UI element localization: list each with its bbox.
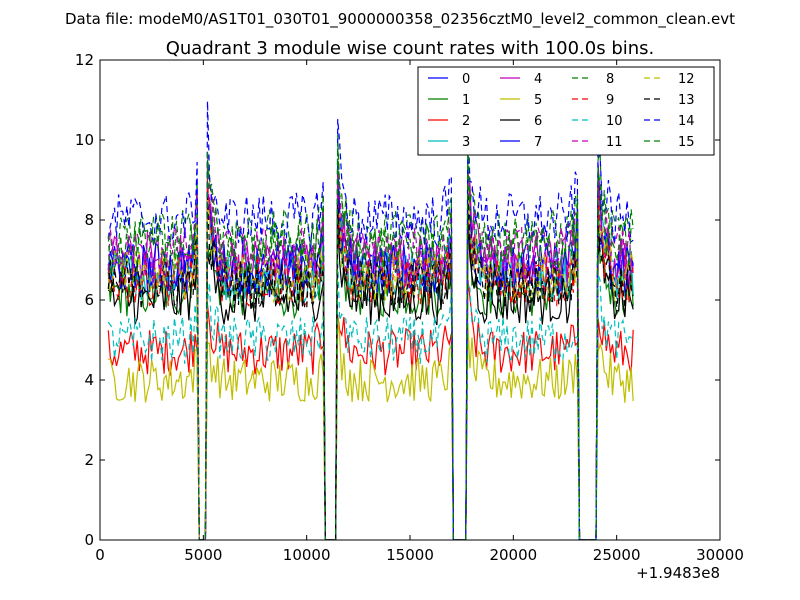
series-line-8 <box>107 134 634 540</box>
y-tick-label: 10 <box>75 131 94 149</box>
legend-label-0: 0 <box>462 72 470 87</box>
legend-label-1: 1 <box>462 93 470 108</box>
legend-label-9: 9 <box>606 93 614 108</box>
suptitle: Data file: modeM0/AS1T01_030T01_90000003… <box>65 10 735 29</box>
x-tick-label: 5000 <box>184 546 222 564</box>
x-tick-label: 10000 <box>283 546 331 564</box>
legend-label-10: 10 <box>606 114 623 129</box>
x-tick-label: 30000 <box>696 546 744 564</box>
legend-label-8: 8 <box>606 72 614 87</box>
x-axis: 0 5000 10000 15000 20000 25000 30000 <box>95 60 744 564</box>
y-tick-label: 2 <box>84 451 94 469</box>
y-tick-label: 8 <box>84 211 94 229</box>
y-tick-label: 12 <box>75 51 94 69</box>
legend-label-12: 12 <box>678 72 695 87</box>
series-line-11 <box>107 156 634 540</box>
series-line-13 <box>107 186 634 540</box>
series-layer <box>107 101 634 540</box>
x-tick-label: 0 <box>95 546 105 564</box>
legend-label-2: 2 <box>462 114 470 129</box>
x-tick-label: 25000 <box>593 546 641 564</box>
legend-label-11: 11 <box>606 135 623 150</box>
series-line-10 <box>107 259 634 540</box>
x-tick-label: 20000 <box>489 546 537 564</box>
y-tick-label: 6 <box>84 291 94 309</box>
legend-label-7: 7 <box>534 135 542 150</box>
legend-label-13: 13 <box>678 93 695 108</box>
series-line-6 <box>107 219 634 540</box>
series-line-2 <box>107 279 634 540</box>
legend-label-3: 3 <box>462 135 470 150</box>
legend-label-4: 4 <box>534 72 542 87</box>
series-line-5 <box>108 316 634 540</box>
legend-label-5: 5 <box>534 93 542 108</box>
x-offset-label: +1.9483e8 <box>636 564 720 582</box>
legend-label-15: 15 <box>678 135 695 150</box>
legend-frame <box>417 66 715 156</box>
legend-label-14: 14 <box>678 114 695 129</box>
series-line-14 <box>107 101 634 540</box>
x-tick-label: 15000 <box>386 546 434 564</box>
legend-label-6: 6 <box>534 114 542 129</box>
y-tick-label: 0 <box>84 531 94 549</box>
y-tick-label: 4 <box>84 371 94 389</box>
series-line-15 <box>107 137 634 540</box>
chart-title: Quadrant 3 module wise count rates with … <box>166 38 655 59</box>
